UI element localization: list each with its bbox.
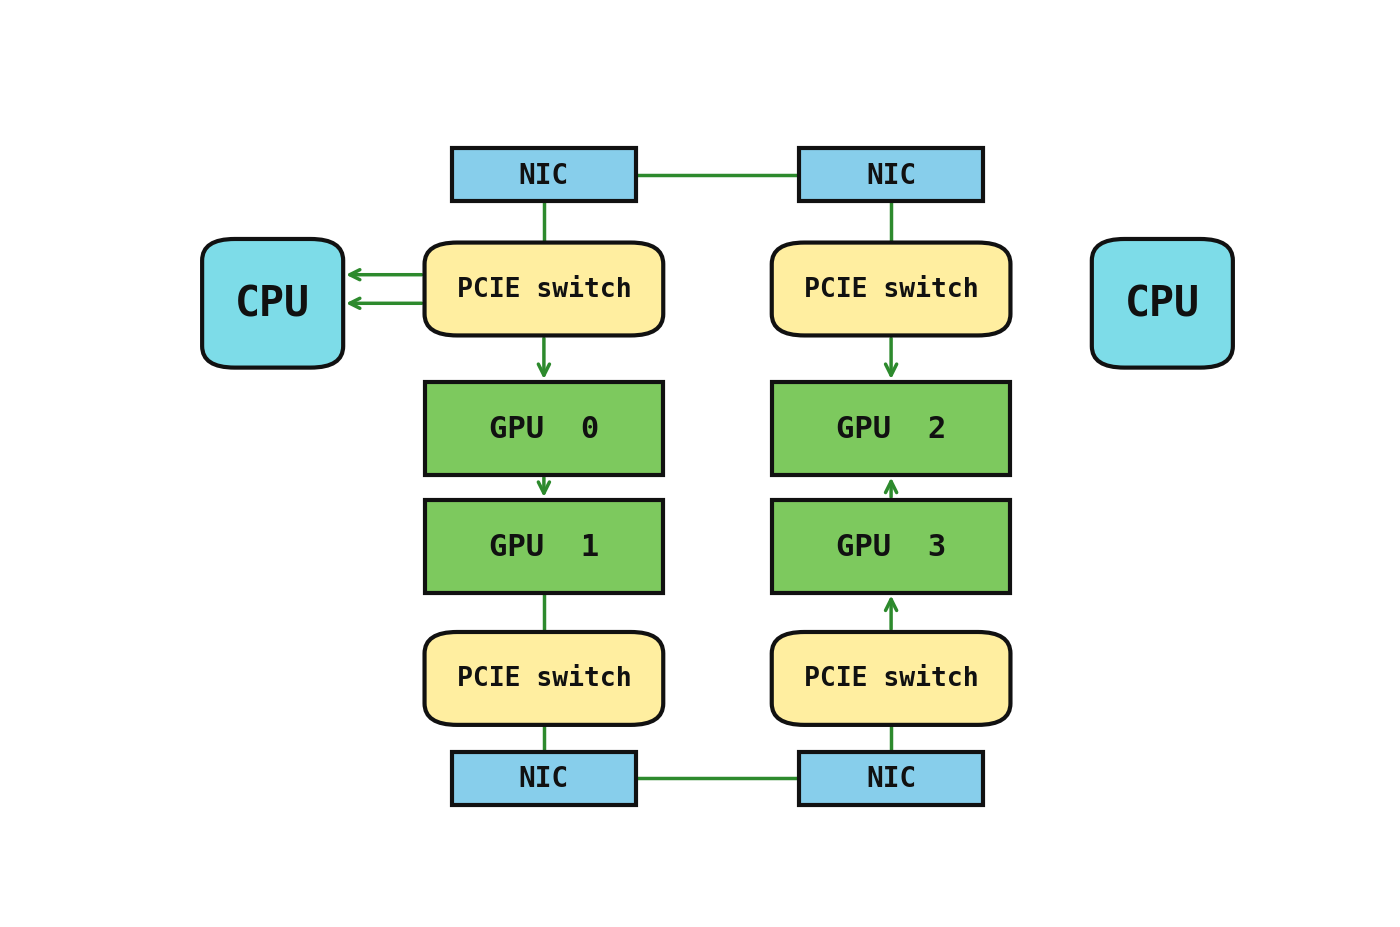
Text: NIC: NIC bbox=[519, 765, 568, 793]
Text: NIC: NIC bbox=[867, 765, 916, 793]
FancyBboxPatch shape bbox=[424, 383, 664, 476]
FancyBboxPatch shape bbox=[424, 243, 664, 337]
Text: PCIE switch: PCIE switch bbox=[456, 666, 631, 692]
FancyBboxPatch shape bbox=[771, 383, 1011, 476]
Text: GPU  2: GPU 2 bbox=[836, 414, 946, 443]
FancyBboxPatch shape bbox=[452, 752, 636, 806]
FancyBboxPatch shape bbox=[424, 501, 664, 593]
FancyBboxPatch shape bbox=[799, 752, 983, 806]
Text: NIC: NIC bbox=[867, 161, 916, 189]
Text: PCIE switch: PCIE switch bbox=[804, 276, 979, 303]
Text: GPU  1: GPU 1 bbox=[489, 532, 599, 561]
FancyBboxPatch shape bbox=[799, 148, 983, 202]
Text: CPU: CPU bbox=[1124, 283, 1200, 325]
Text: GPU  3: GPU 3 bbox=[836, 532, 946, 561]
Text: GPU  0: GPU 0 bbox=[489, 414, 599, 443]
FancyBboxPatch shape bbox=[771, 632, 1011, 725]
Text: NIC: NIC bbox=[519, 161, 568, 189]
FancyBboxPatch shape bbox=[452, 148, 636, 202]
FancyBboxPatch shape bbox=[771, 243, 1011, 337]
FancyBboxPatch shape bbox=[424, 632, 664, 725]
FancyBboxPatch shape bbox=[1092, 240, 1233, 368]
FancyBboxPatch shape bbox=[202, 240, 343, 368]
Text: PCIE switch: PCIE switch bbox=[804, 666, 979, 692]
Text: CPU: CPU bbox=[235, 283, 311, 325]
Text: PCIE switch: PCIE switch bbox=[456, 276, 631, 303]
FancyBboxPatch shape bbox=[771, 501, 1011, 593]
